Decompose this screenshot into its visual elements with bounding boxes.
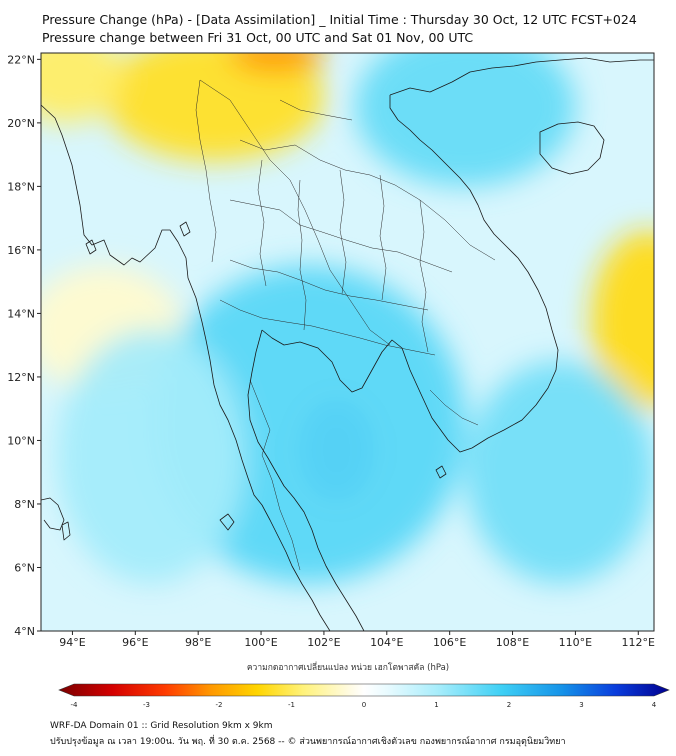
axis-ticks: 94°E 96°E 98°E 100°E 102°E 104°E 106°E 108°E 110… [7, 53, 655, 649]
model-info: WRF-DA Domain 01 :: Grid Resolution 9km … [50, 721, 273, 731]
lon-tick-label: 98°E [185, 636, 211, 649]
colorbar-tick-label: 3 [579, 701, 583, 709]
pressure-fall-area [591, 230, 654, 409]
lon-tick-label: 100°E [244, 636, 277, 649]
lat-tick-label: 20°N [7, 117, 35, 130]
lat-tick-label: 8°N [14, 498, 35, 511]
colorbar-tick-label: 0 [362, 701, 366, 709]
lon-tick-label: 110°E [559, 636, 592, 649]
lat-tick-label: 10°N [7, 434, 35, 447]
lon-tick-label: 108°E [496, 636, 529, 649]
pressure-rise-area [465, 361, 654, 584]
lat-tick-label: 18°N [7, 180, 35, 193]
lon-tick-label: 104°E [370, 636, 403, 649]
colorbar-title: ความกดอากาศเปลี่ยนแปลง หน่วย เฮกโตพาสคัล… [247, 661, 449, 673]
coastlines [41, 57, 654, 631]
colorbar-tick-label: 1 [434, 701, 438, 709]
lon-tick-label: 96°E [122, 636, 148, 649]
lat-tick-label: 22°N [7, 53, 35, 66]
colorbar-tick-label: -3 [143, 701, 150, 709]
plot-area [41, 53, 654, 631]
colorbar-tick-label: -2 [216, 701, 223, 709]
pressure-rise-area [56, 329, 246, 584]
pressure-field [41, 53, 654, 584]
pressure-fall-area [41, 53, 123, 123]
map-title: Pressure Change (hPa) - [Data Assimilati… [42, 12, 637, 27]
lon-tick-label: 94°E [59, 636, 85, 649]
update-credit: ปรับปรุงข้อมูล ณ เวลา 19:00น. วัน พฤ. ที… [50, 737, 566, 747]
colorbar-tick-label: 4 [652, 701, 657, 709]
lat-tick-label: 6°N [14, 561, 35, 574]
colorbar-tick-label: -1 [288, 701, 295, 709]
colorbar-tick-label: -4 [71, 701, 79, 709]
lat-tick-label: 14°N [7, 307, 35, 320]
pressure-rise-area [355, 53, 576, 187]
colorbar-tick-label: 2 [507, 701, 511, 709]
colorbar-scale [58, 683, 670, 697]
pressure-fall-area [229, 53, 324, 73]
lon-tick-label: 106°E [433, 636, 466, 649]
colorbar: ความกดอากาศเปลี่ยนแปลง หน่วย เฮกโตพาสคัล… [58, 661, 670, 709]
lon-tick-label: 102°E [307, 636, 340, 649]
colorbar-ticks: -4 -3 -2 -1 0 1 2 3 4 [71, 701, 657, 709]
pressure-fall-area [103, 53, 324, 161]
lat-tick-label: 16°N [7, 244, 35, 257]
provincial-borders [195, 79, 496, 571]
map-frame [40, 52, 655, 632]
map-subtitle: Pressure change between Fri 31 Oct, 00 U… [42, 30, 474, 45]
lat-tick-label: 12°N [7, 371, 35, 384]
lon-tick-label: 112°E [622, 636, 655, 649]
lat-tick-label: 4°N [14, 625, 35, 638]
